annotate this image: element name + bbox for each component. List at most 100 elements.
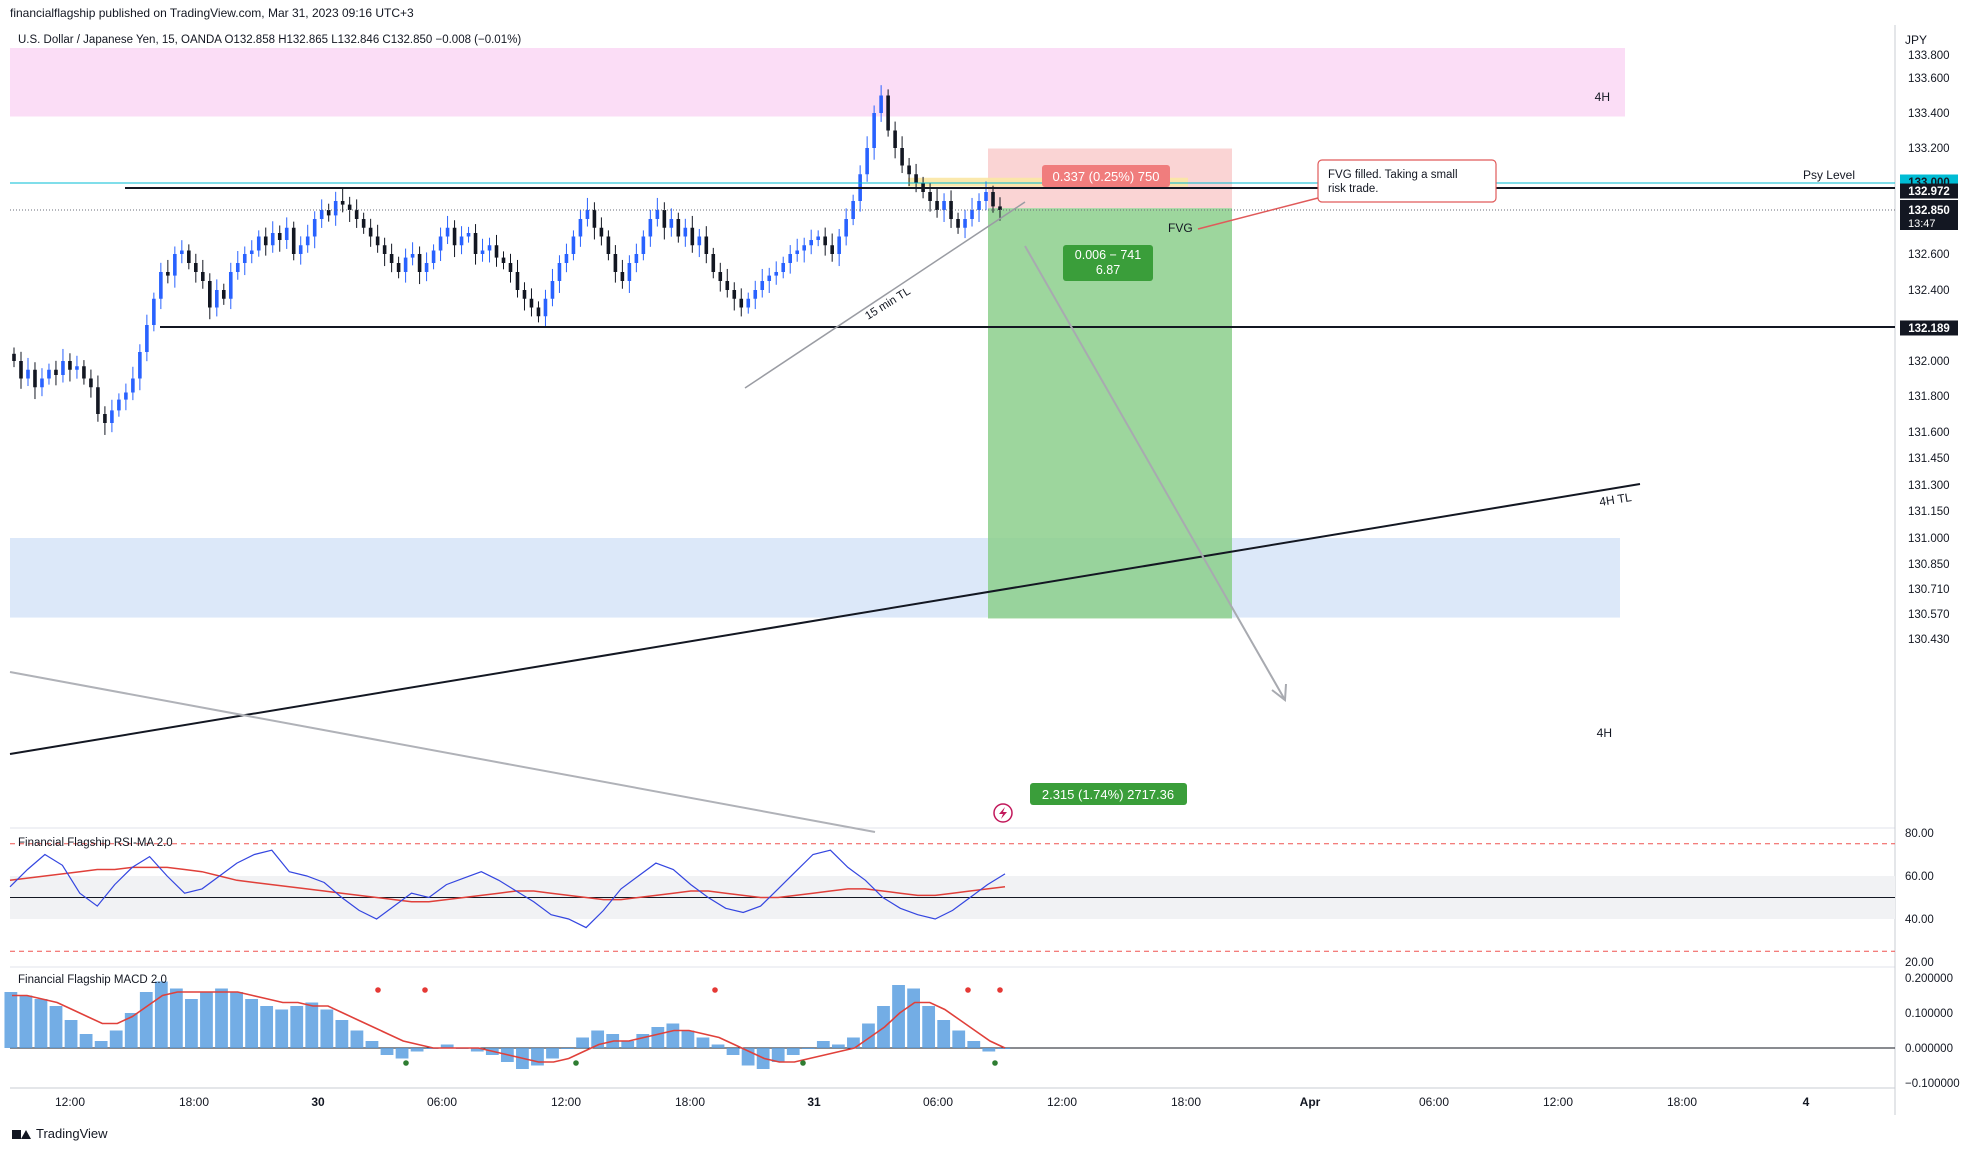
stop-label: 0.337 (0.25%) 750	[1053, 169, 1160, 184]
candle-body	[40, 378, 44, 388]
macd-histogram-bar	[410, 1048, 424, 1052]
price-tick-label: 131.600	[1908, 427, 1950, 439]
macd-histogram-bar	[997, 1048, 1011, 1049]
macd-histogram-bar	[952, 1030, 966, 1048]
candle-body	[382, 245, 387, 254]
candle-body	[550, 281, 555, 299]
candle-body	[180, 250, 184, 254]
candle-body	[536, 307, 541, 317]
candle-body	[592, 210, 597, 228]
candle-body	[214, 290, 219, 308]
macd-histogram-bar	[801, 1048, 815, 1049]
candle-body	[235, 263, 240, 272]
stop-label-bg	[1042, 165, 1170, 187]
macd-tick-label: 0.200000	[1905, 973, 1953, 985]
entry-label-line2: 6.87	[1096, 263, 1120, 277]
price-tick-label: 130.430	[1908, 634, 1950, 646]
candle-body	[445, 227, 450, 237]
candle-body	[396, 263, 401, 272]
macd-histogram-bar	[350, 1030, 364, 1048]
time-tick-label: 06:00	[427, 1095, 457, 1109]
macd-histogram-bar	[215, 988, 228, 1048]
candle-body	[487, 245, 492, 251]
candle-body	[788, 254, 793, 263]
time-tick-label: 4	[1803, 1095, 1810, 1109]
candle-body	[312, 219, 317, 237]
candle-body	[935, 201, 939, 210]
macd-histogram-bar	[290, 1006, 304, 1048]
candle-body	[96, 387, 100, 414]
macd-histogram-bar	[621, 1041, 635, 1048]
candle-body	[89, 378, 93, 388]
candle-body	[718, 272, 723, 281]
time-tick-label: 12:00	[1047, 1095, 1077, 1109]
candle-body	[970, 210, 974, 219]
candle-body	[117, 399, 121, 411]
candle-body	[830, 245, 834, 254]
zone-top-label: 4H	[1595, 90, 1610, 104]
brand-label: TradingView	[36, 1126, 108, 1141]
macd-histogram-bar	[862, 1023, 875, 1048]
candle-body	[620, 272, 625, 281]
candle-body	[494, 245, 499, 258]
candle-body	[194, 263, 198, 272]
macd-tick-label: 0.100000	[1905, 1008, 1953, 1020]
macd-histogram-bar	[937, 1020, 951, 1048]
macd-histogram-bar	[395, 1048, 409, 1059]
macd-signal-dot	[375, 987, 381, 993]
macd-histogram-bar	[681, 1030, 695, 1048]
candle-body	[606, 236, 611, 254]
candle-body	[103, 414, 107, 423]
candle-body	[242, 254, 247, 263]
macd-histogram-bar	[696, 1037, 710, 1048]
candle-body	[578, 219, 583, 237]
candle-body	[417, 254, 422, 272]
time-tick-label: 12:00	[55, 1095, 85, 1109]
candle-body	[907, 165, 911, 175]
tradingview-footer: TradingView	[12, 1126, 108, 1141]
candle-body	[802, 245, 806, 251]
candle-body	[879, 95, 883, 113]
event-flash-bolt	[999, 807, 1007, 819]
macd-histogram-bar	[200, 992, 213, 1048]
resistance-badge-bg	[1900, 183, 1958, 199]
candle-body	[480, 250, 485, 254]
macd-histogram-bar	[546, 1048, 559, 1059]
macd-tick-label: −0.100000	[1905, 1078, 1960, 1090]
price-axis-currency: JPY	[1905, 33, 1927, 47]
candle-body	[662, 210, 667, 228]
candle-body	[361, 219, 366, 228]
macd-signal-line	[12, 991, 1006, 1063]
candle-body	[669, 219, 674, 228]
candle-body	[641, 236, 646, 254]
candle-body	[676, 219, 681, 237]
candle-body	[68, 361, 72, 370]
candle-body	[249, 250, 254, 254]
time-tick-label: 06:00	[1419, 1095, 1449, 1109]
candle-body	[760, 281, 765, 290]
price-tick-label: 130.710	[1908, 584, 1950, 596]
support-badge-bg	[1900, 320, 1958, 336]
symbol-info: U.S. Dollar / Japanese Yen, 15, OANDA O1…	[18, 34, 522, 46]
candle-body	[984, 192, 988, 201]
candle-body	[781, 263, 786, 272]
rsi-title: Financial Flagship RSI-MA 2.0	[18, 837, 173, 849]
candle-body	[683, 227, 688, 237]
candle-body	[33, 369, 37, 388]
demand-zone-4h	[10, 538, 1620, 618]
candle-body	[452, 227, 457, 246]
macd-tick-label: 0.000000	[1905, 1043, 1953, 1055]
macd-signal-dot	[422, 987, 428, 993]
candle-body	[928, 192, 932, 201]
candle-body	[12, 353, 16, 361]
macd-histogram-bar	[335, 1020, 349, 1048]
candle-body	[438, 236, 443, 251]
candle-body	[949, 201, 953, 219]
candle-body	[732, 290, 737, 299]
candle-body	[256, 236, 261, 251]
candle-body	[145, 325, 149, 352]
candle-body	[746, 298, 751, 308]
candle-body	[543, 298, 548, 317]
candle-body	[837, 236, 841, 254]
